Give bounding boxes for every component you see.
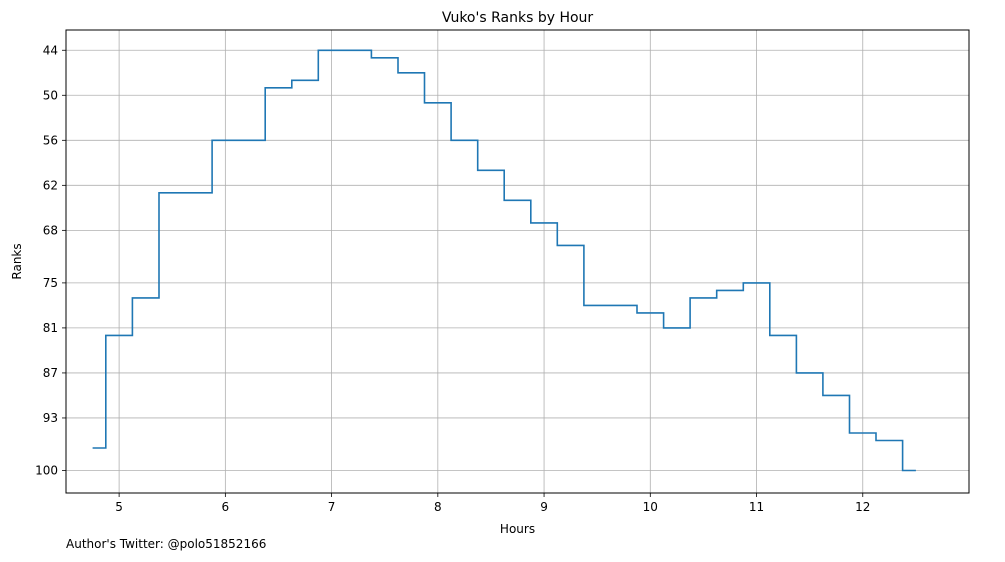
y-tick-label: 68 <box>43 223 58 237</box>
y-tick-label: 56 <box>43 133 58 147</box>
y-tick-label: 100 <box>35 463 58 477</box>
x-tick-label: 7 <box>328 500 336 514</box>
x-tick-label: 10 <box>643 500 658 514</box>
y-axis-label: Ranks <box>10 243 24 279</box>
chart-title: Vuko's Ranks by Hour <box>442 10 594 26</box>
y-axis-ticks: 44 50 56 62 68 75 81 87 93 100 <box>35 43 66 477</box>
y-tick-label: 81 <box>43 321 58 335</box>
x-axis-label: Hours <box>500 522 535 536</box>
x-tick-label: 11 <box>749 500 764 514</box>
x-axis-ticks: 5 6 7 8 9 10 11 12 <box>115 493 870 514</box>
grid-lines <box>66 30 969 493</box>
author-credit: Author's Twitter: @polo51852166 <box>66 537 267 551</box>
x-tick-label: 9 <box>540 500 548 514</box>
y-tick-label: 87 <box>43 366 58 380</box>
series-layer <box>92 49 916 472</box>
x-tick-label: 12 <box>855 500 870 514</box>
y-tick-label: 50 <box>43 88 58 102</box>
y-tick-label: 93 <box>43 411 58 425</box>
series-line-0 <box>92 49 916 472</box>
y-tick-label: 44 <box>43 43 58 57</box>
x-tick-label: 5 <box>115 500 123 514</box>
x-tick-label: 6 <box>222 500 230 514</box>
x-tick-label: 8 <box>434 500 442 514</box>
plot-frame <box>65 29 970 494</box>
y-tick-label: 75 <box>43 276 58 290</box>
y-tick-label: 62 <box>43 178 58 192</box>
